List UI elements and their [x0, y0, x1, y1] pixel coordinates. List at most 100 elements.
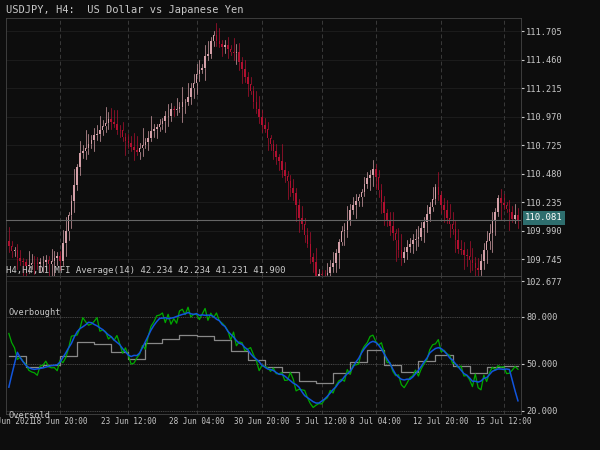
Bar	[176, 108, 178, 110]
Bar	[62, 243, 64, 261]
Bar	[301, 218, 302, 224]
Bar	[406, 248, 408, 252]
Bar	[389, 221, 391, 226]
Text: Oversold: Oversold	[8, 411, 50, 420]
Bar	[238, 52, 240, 62]
Bar	[403, 252, 405, 257]
Bar	[202, 68, 203, 70]
Bar	[22, 261, 24, 262]
Bar	[148, 138, 149, 142]
Bar	[14, 250, 16, 251]
Text: Overbought: Overbought	[8, 308, 61, 317]
Bar	[19, 258, 21, 261]
Bar	[304, 224, 305, 234]
Bar	[73, 185, 75, 201]
Bar	[434, 187, 436, 199]
Bar	[326, 273, 328, 275]
Bar	[71, 201, 72, 216]
Bar	[213, 35, 214, 41]
Bar	[463, 251, 464, 255]
Bar	[116, 124, 118, 130]
Bar	[94, 135, 95, 140]
Bar	[443, 205, 445, 210]
Bar	[227, 45, 229, 49]
Bar	[207, 54, 209, 56]
Bar	[68, 216, 70, 230]
Bar	[497, 198, 499, 212]
Bar	[361, 192, 362, 197]
Bar	[113, 122, 115, 124]
Bar	[335, 253, 337, 263]
Bar	[478, 268, 479, 270]
Bar	[412, 240, 413, 244]
Bar	[347, 220, 348, 230]
Bar	[457, 240, 459, 249]
Bar	[378, 177, 379, 190]
Bar	[401, 250, 402, 257]
Bar	[480, 261, 482, 270]
Bar	[173, 109, 175, 110]
Bar	[145, 142, 146, 145]
Bar	[315, 262, 317, 279]
Bar	[256, 102, 257, 108]
Bar	[349, 210, 351, 220]
Bar	[142, 145, 143, 148]
Bar	[284, 170, 286, 176]
Bar	[136, 150, 137, 152]
Bar	[375, 169, 377, 177]
Bar	[409, 244, 410, 248]
Bar	[386, 213, 388, 221]
Bar	[338, 242, 340, 253]
Bar	[193, 82, 194, 88]
Bar	[91, 140, 92, 144]
Bar	[233, 52, 235, 54]
Bar	[59, 256, 61, 261]
Bar	[398, 240, 399, 250]
Bar	[241, 62, 243, 69]
Bar	[102, 126, 103, 130]
Bar	[88, 144, 89, 148]
Bar	[281, 162, 283, 170]
Bar	[65, 230, 67, 243]
Bar	[261, 117, 263, 125]
Bar	[190, 88, 191, 97]
Bar	[31, 263, 32, 265]
Bar	[449, 217, 451, 225]
Bar	[355, 201, 356, 205]
Bar	[244, 69, 245, 76]
Bar	[53, 258, 55, 261]
Bar	[187, 97, 189, 102]
Bar	[310, 244, 311, 257]
Bar	[221, 44, 223, 47]
Bar	[455, 229, 456, 240]
Bar	[196, 74, 197, 82]
Bar	[392, 226, 394, 233]
Bar	[421, 228, 422, 237]
Bar	[332, 263, 334, 267]
Bar	[452, 225, 454, 229]
Bar	[250, 84, 251, 91]
Bar	[218, 40, 220, 44]
Bar	[210, 41, 212, 54]
Bar	[275, 151, 277, 158]
Bar	[125, 137, 126, 141]
Bar	[107, 119, 109, 123]
Bar	[358, 197, 359, 201]
Bar	[415, 239, 416, 240]
Bar	[341, 231, 343, 242]
Bar	[494, 212, 496, 220]
Bar	[28, 265, 29, 266]
Bar	[418, 237, 419, 239]
Bar	[85, 148, 86, 150]
Bar	[37, 263, 38, 265]
Bar	[380, 190, 382, 202]
Bar	[329, 267, 331, 273]
Bar	[429, 207, 431, 214]
Bar	[469, 256, 470, 260]
Bar	[161, 122, 163, 124]
Bar	[76, 167, 78, 185]
Bar	[369, 176, 371, 178]
Bar	[426, 214, 428, 222]
Bar	[182, 103, 183, 107]
Bar	[318, 274, 320, 279]
